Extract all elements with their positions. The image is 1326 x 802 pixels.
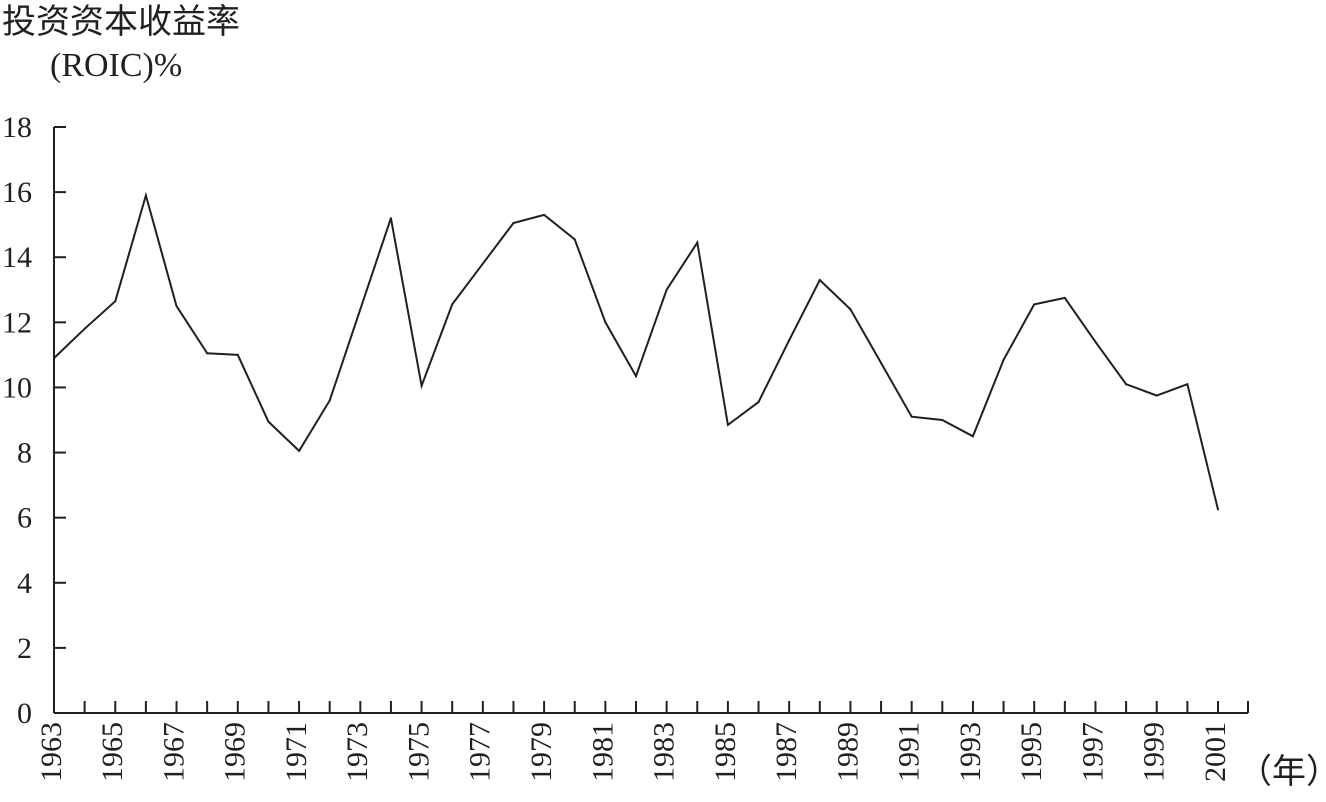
x-tick-label: 1973 [341,722,374,782]
x-tick-label: 1997 [1076,722,1109,782]
data-point [849,308,852,311]
y-tick-label: 6 [17,502,32,535]
y-tick-label: 12 [2,306,32,339]
data-point [788,339,791,342]
x-axis-title: （年） [1238,753,1326,791]
x-tick-label: 1991 [893,722,926,782]
data-point [573,238,576,241]
data-point [696,241,699,244]
data-point [83,327,86,330]
y-tick-label: 16 [2,176,32,209]
x-tick-label: 2001 [1199,722,1232,782]
data-point [1155,394,1158,397]
y-tick-label: 10 [2,371,32,404]
data-point [1002,358,1005,361]
data-point [726,423,729,426]
x-tick-label: 1993 [954,722,987,782]
data-point [1186,383,1189,386]
data-point [1125,383,1128,386]
x-axis: 1963 1965 1967 1969 1971 1973 1975 1977 1979 1981… [35,701,1249,782]
data-point [267,420,270,423]
data-point [604,321,607,324]
x-tick-label: 1985 [709,722,742,782]
data-point [420,384,423,387]
x-tick-label: 1967 [157,722,190,782]
x-tick-label: 1999 [1138,722,1171,782]
x-tick-label: 1995 [1015,722,1048,782]
data-point [818,279,821,282]
x-tick-label: 1969 [219,722,252,782]
x-tick-label: 1989 [831,722,864,782]
data-point [236,353,239,356]
data-point [635,375,637,378]
data-point [389,217,392,220]
x-tick-label: 1965 [96,722,129,782]
data-point [512,222,515,225]
x-tick-label: 1963 [35,722,68,782]
x-tick-label: 1983 [648,722,681,782]
data-point [910,415,913,418]
data-point [451,303,454,306]
data-point [941,419,944,421]
data-point [971,435,974,438]
x-tick-label: 1987 [770,722,803,782]
y-tick-label: 8 [17,437,32,470]
data-point [1217,508,1219,511]
y-tick-label: 0 [17,697,32,730]
data-point [206,352,209,355]
data-point [757,401,760,404]
x-tick-label: 1977 [464,722,497,782]
series-layer [53,191,1219,511]
data-point [665,288,668,291]
data-point [175,305,178,308]
data-point [114,300,117,303]
y-tick-label: 2 [17,632,32,665]
data-point [53,357,55,360]
x-tick-label: 1971 [280,722,313,782]
data-point [543,213,546,216]
y-axis: 0 2 4 6 8 10 12 14 16 18 [2,111,66,730]
y-axis-title-line2: (ROIC)% [50,47,182,84]
data-point [481,262,484,265]
data-point [1063,296,1066,299]
y-tick-label: 14 [2,241,32,274]
x-tick-label: 1979 [525,722,558,782]
data-point [1033,303,1036,306]
y-tick-label: 18 [2,111,32,144]
data-point [298,449,301,452]
x-tick-label: 1981 [586,722,619,782]
data-point [144,194,147,197]
y-axis-title-line1: 投资资本收益率 [2,3,240,41]
y-tick-label: 4 [17,567,32,600]
data-point [1094,340,1097,343]
data-point [880,362,883,365]
series-line-0 [53,191,1219,510]
x-tick-label: 1975 [402,722,435,782]
data-point [359,308,362,311]
data-point [328,399,331,402]
